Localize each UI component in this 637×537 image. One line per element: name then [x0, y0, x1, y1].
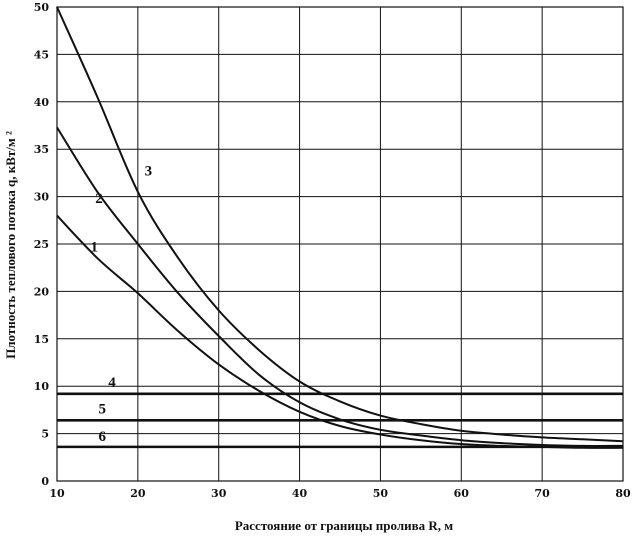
curve-label-3: 3: [145, 164, 153, 180]
x-tick-label: 60: [454, 487, 470, 500]
y-tick-label: 15: [34, 333, 49, 346]
curve-labels: 1 2 3 45 6: [90, 164, 152, 445]
y-tick-label: 25: [34, 238, 49, 251]
curve-label-6: 6: [99, 429, 107, 445]
curve-label-1: 1: [90, 240, 98, 256]
series-layer: [56, 6, 624, 449]
y-tick-labels: 0 5 10 15 20 25 30 35 40 45 50: [34, 1, 50, 488]
curve-label-4: 4: [108, 375, 116, 391]
y-tick-label: 40: [34, 96, 50, 109]
x-tick-label: 30: [211, 487, 227, 500]
x-tick-label: 50: [373, 487, 389, 500]
y-tick-label: 50: [34, 1, 50, 14]
y-tick-label: 45: [34, 48, 49, 61]
y-tick-label: 5: [41, 428, 49, 441]
x-tick-label: 70: [534, 487, 550, 500]
x-axis-label: Расстояние от границы пролива R, м: [235, 518, 453, 533]
x-tick-label: 80: [615, 487, 631, 500]
y-tick-label: 0: [41, 475, 49, 488]
x-tick-labels: 10 20 30 40 50 60 70 80: [49, 487, 631, 500]
y-tick-label: 20: [34, 285, 50, 298]
x-tick-label: 40: [292, 487, 308, 500]
y-tick-label: 30: [34, 191, 50, 204]
plot-frame: [56, 6, 624, 482]
series-curve-3: [56, 6, 624, 443]
grid: [56, 6, 624, 482]
series-curve-2: [56, 126, 624, 447]
x-tick-label: 20: [130, 487, 146, 500]
x-tick-label: 10: [49, 487, 65, 500]
curve-label-2: 2: [95, 191, 103, 207]
y-tick-label: 35: [34, 143, 49, 156]
y-axis-label: Плотность теплового потока q, кВт/м ²: [3, 131, 18, 359]
curve-label-5: 5: [99, 402, 107, 418]
y-tick-label: 10: [34, 380, 50, 393]
